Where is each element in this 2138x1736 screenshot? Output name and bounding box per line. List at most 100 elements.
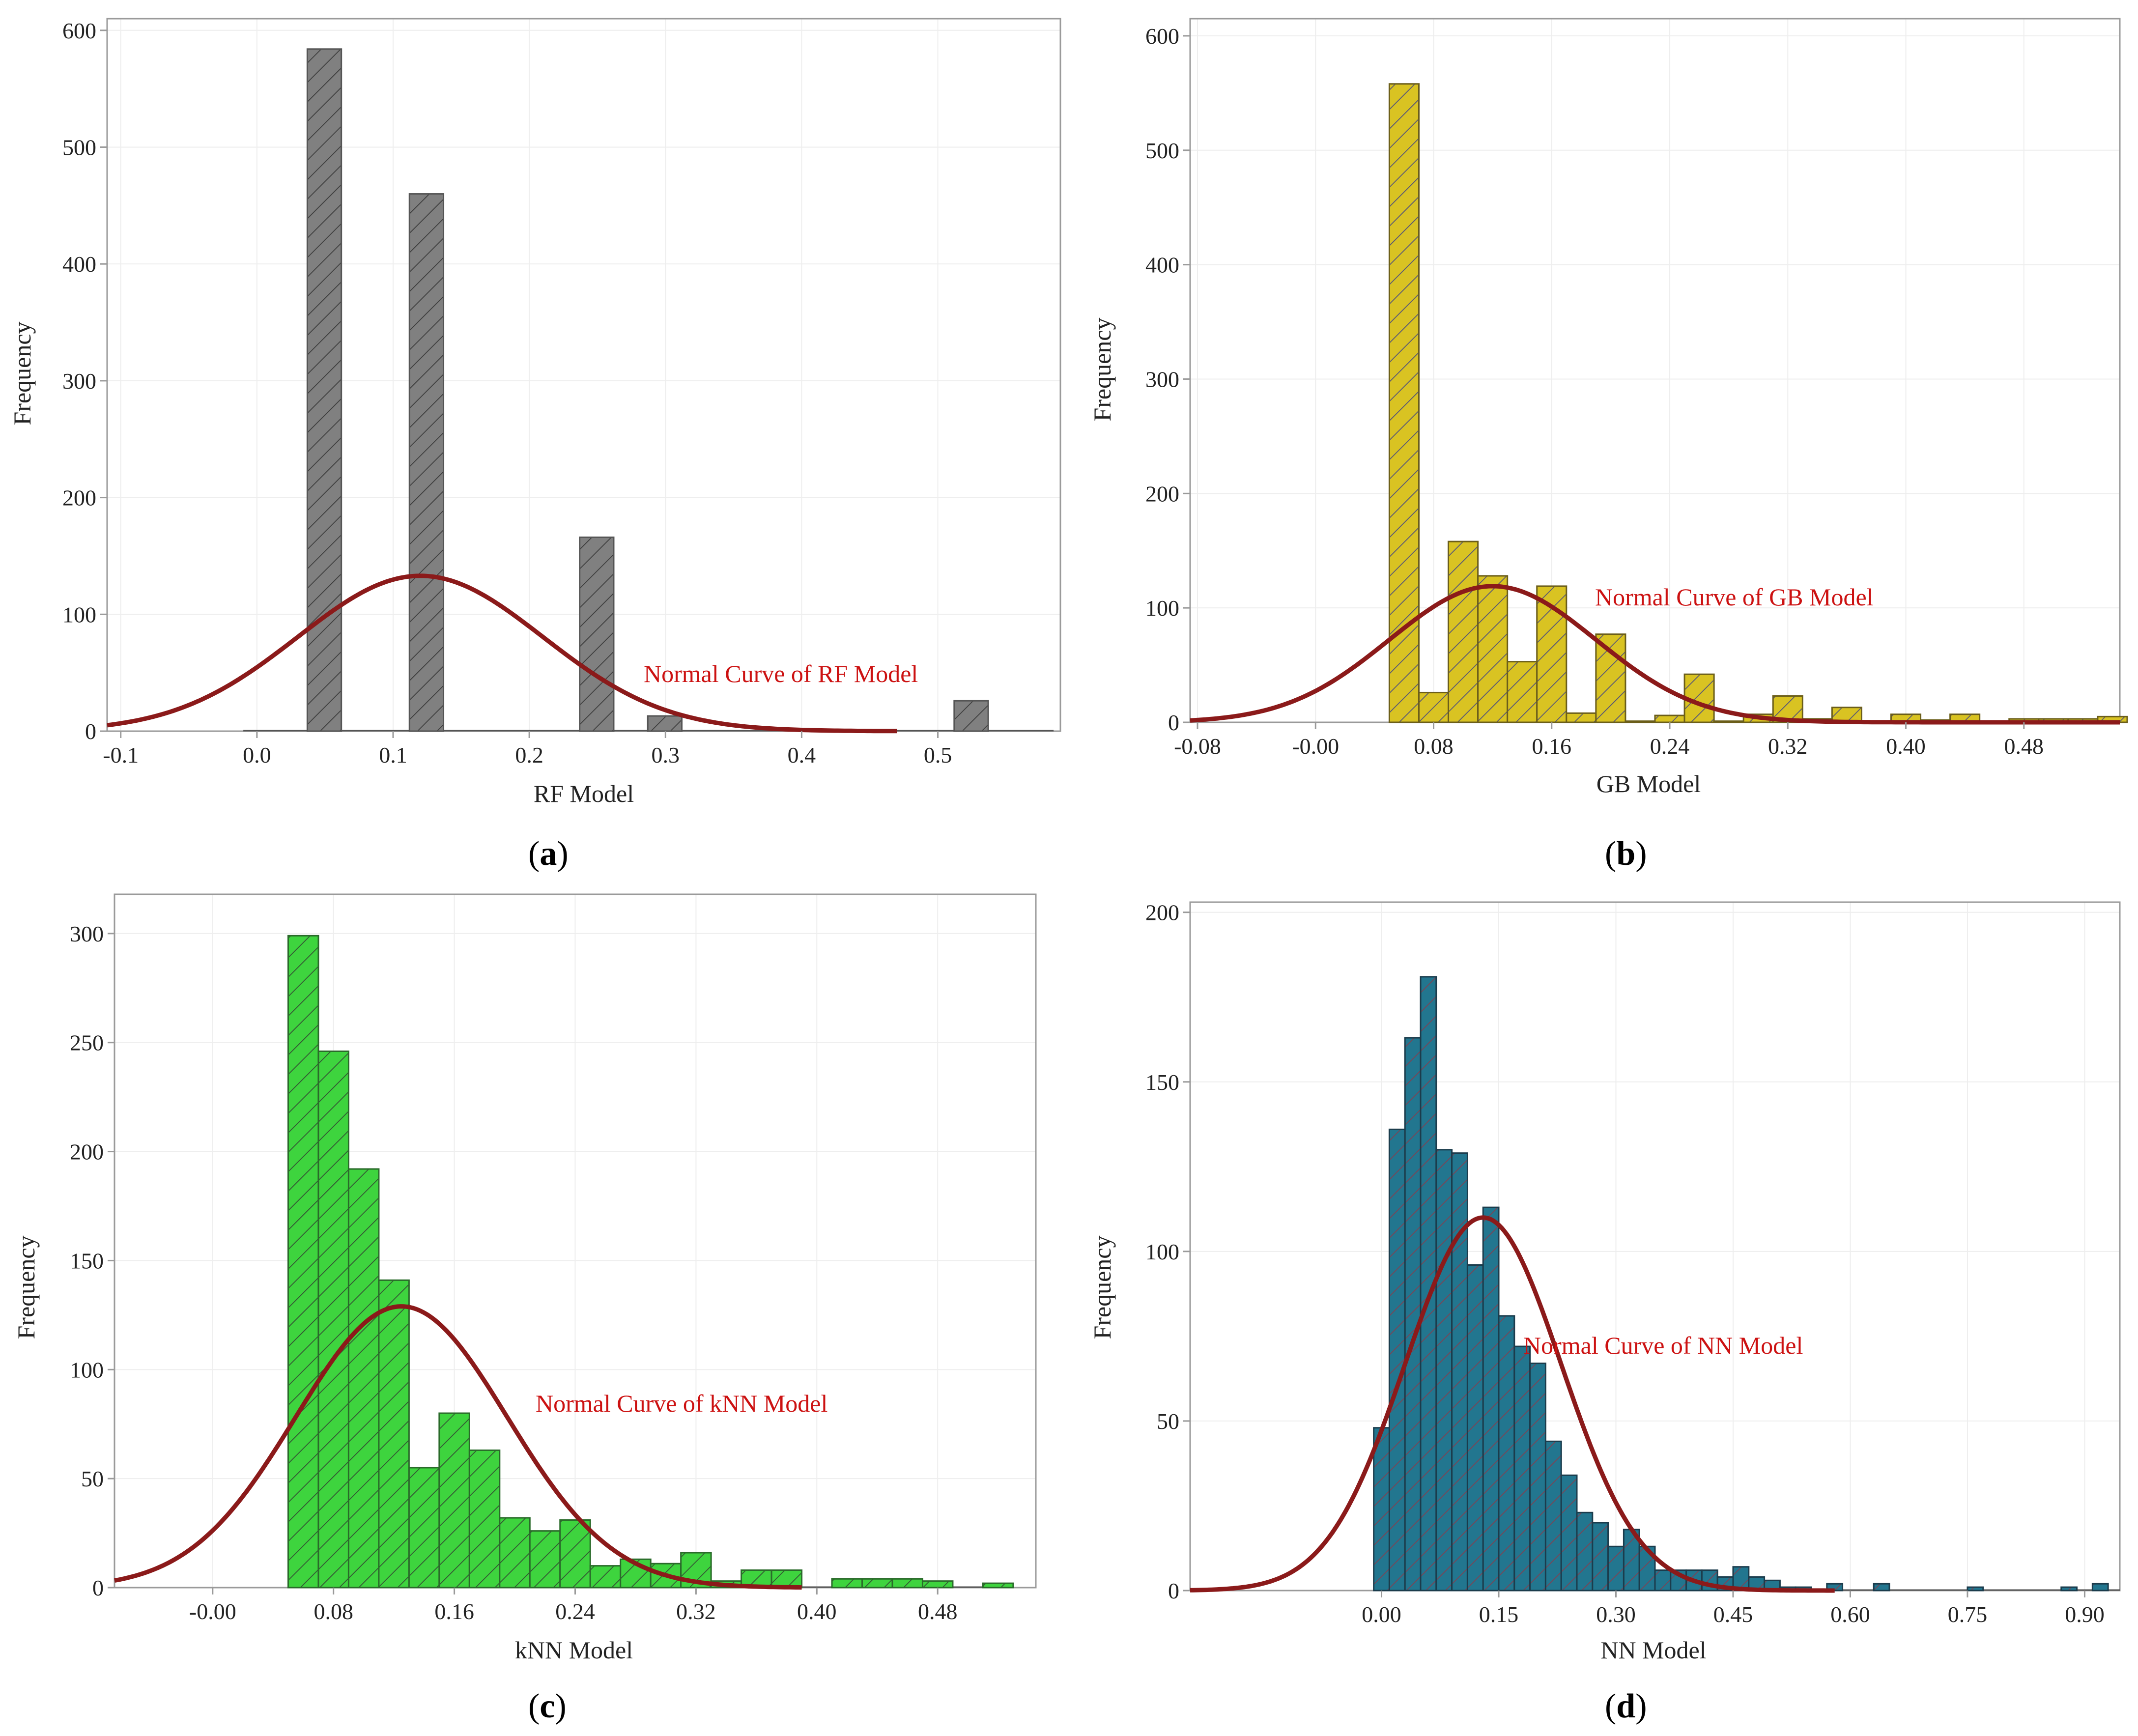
- chart-d-ytick-label-0: 0: [1168, 1578, 1179, 1603]
- chart-b-bar-11: [1713, 720, 1744, 723]
- chart-a-xtick-label-6: 0.5: [924, 742, 952, 768]
- chart-c-xtick-label-2: 0.16: [434, 1599, 474, 1624]
- chart-c-bar-19: [891, 1578, 923, 1589]
- chart-c-ytick-label-0: 0: [92, 1575, 104, 1600]
- chart-d-curve-label: Normal Curve of NN Model: [1523, 1332, 1803, 1359]
- chart-c-bar-16: [770, 1569, 803, 1589]
- chart-d-bar-11: [1544, 1440, 1562, 1592]
- chart-b-ytick-label-2: 200: [1145, 481, 1179, 506]
- chart-d-bar-7: [1482, 1206, 1500, 1592]
- chart-d-bar-6: [1466, 1264, 1484, 1592]
- chart-a-curve-label: Normal Curve of RF Model: [644, 660, 918, 687]
- chart-c-panel-label: (c): [528, 1687, 567, 1725]
- chart-a-xtick-label-1: 0.0: [243, 742, 271, 768]
- chart-c-bar-4: [408, 1467, 440, 1589]
- chart-c-bar-18: [861, 1578, 893, 1589]
- chart-b-bar-0: [1388, 83, 1420, 723]
- chart-d-ylabel: Frequency: [1088, 1235, 1116, 1339]
- chart-d-bar-2: [1404, 1037, 1422, 1592]
- chart-b-xtick-label-6: 0.40: [1886, 734, 1926, 759]
- chart-d-ytick-label-1: 50: [1157, 1409, 1179, 1434]
- chart-c-ylabel: Frequency: [12, 1235, 40, 1339]
- chart-b-bar-1: [1418, 691, 1450, 723]
- chart-b-bar-8: [1625, 720, 1656, 723]
- chart-d-bar-9: [1513, 1345, 1531, 1592]
- chart-d-ytick-label-2: 100: [1145, 1239, 1179, 1264]
- chart-d-xtick-label-3: 0.45: [1713, 1602, 1753, 1627]
- chart-d-ytick-label-3: 150: [1145, 1070, 1179, 1095]
- chart-c-bar-17: [831, 1578, 863, 1589]
- chart-d-xtick-label-5: 0.75: [1948, 1602, 1988, 1627]
- chart-a-ytick-label-6: 600: [62, 18, 96, 43]
- chart-d-bar-31: [2060, 1586, 2078, 1592]
- chart-c-xlabel: kNN Model: [515, 1636, 633, 1664]
- chart-a-xlabel: RF Model: [534, 780, 634, 807]
- chart-b-xtick-label-5: 0.32: [1768, 734, 1808, 759]
- chart-b-xtick-label-3: 0.16: [1532, 734, 1572, 759]
- chart-b-xtick-label-2: 0.08: [1414, 734, 1454, 759]
- chart-d-bar-12: [1560, 1474, 1578, 1592]
- chart-d-bar-5: [1451, 1152, 1468, 1592]
- chart-c-bar-1: [317, 1050, 349, 1589]
- chart-d-xtick-label-2: 0.30: [1596, 1602, 1636, 1627]
- chart-c-ytick-label-1: 50: [81, 1466, 104, 1491]
- chart-d-panel-label: (d): [1605, 1687, 1647, 1725]
- chart-c-ytick-label-2: 100: [70, 1357, 104, 1382]
- chart-c-xtick-label-4: 0.32: [676, 1599, 716, 1624]
- chart-a-ytick-label-2: 200: [62, 485, 96, 511]
- chart-b-ylabel: Frequency: [1088, 317, 1116, 421]
- chart-d-xtick-label-0: 0.00: [1362, 1602, 1401, 1627]
- chart-c-bar-5: [438, 1412, 470, 1589]
- chart-b-ytick-label-6: 600: [1145, 24, 1179, 49]
- chart-d-bar-14: [1592, 1522, 1609, 1592]
- chart-c-ytick-label-3: 150: [70, 1248, 104, 1273]
- chart-a-normal-curve: [107, 573, 897, 734]
- chart-a-ylabel: Frequency: [8, 321, 36, 425]
- chart-d-bar-0: [1373, 1427, 1390, 1592]
- chart-a-xtick-label-4: 0.3: [652, 742, 680, 768]
- chart-d-xtick-label-6: 0.90: [2065, 1602, 2105, 1627]
- chart-c: 0 50 100 150 200 250 300 -0.00 0.08 0.16 0.24 0.32 0…: [12, 893, 1037, 1725]
- chart-c-xtick-label-1: 0.08: [314, 1599, 353, 1624]
- chart-b-xlabel: GB Model: [1596, 770, 1701, 797]
- chart-d-plot-frame: [1189, 901, 2121, 1592]
- chart-c-ytick-label-4: 200: [70, 1139, 104, 1165]
- chart-a-bar-0: [306, 48, 342, 732]
- chart-c-bar-7: [499, 1517, 531, 1589]
- chart-a-xtick-label-0: -0.1: [103, 742, 139, 768]
- chart-d-normal-curve: [1190, 1215, 1835, 1593]
- chart-b-ytick-label-3: 300: [1145, 367, 1179, 392]
- chart-a-bar-3: [647, 715, 683, 732]
- chart-d-ytick-label-4: 200: [1145, 900, 1179, 925]
- chart-a: 0 100 200 300 400 500 600 -0.1 0.0 0.1 0.2 0.3 0.4 0.…: [8, 18, 1061, 873]
- chart-c-bar-6: [468, 1449, 501, 1589]
- chart-b: 0 100 200 300 400 500 600 -0.08 -0.00 0.08 0.16 0.2…: [1088, 18, 2128, 873]
- chart-b-ytick-label-0: 0: [1168, 710, 1179, 735]
- chart-b-plot-frame: [1189, 18, 2121, 723]
- chart-a-xtick-label-5: 0.4: [788, 742, 816, 768]
- chart-b-curve-label: Normal Curve of GB Model: [1595, 583, 1874, 611]
- chart-d-bar-1: [1388, 1128, 1406, 1592]
- chart-b-xtick-label-4: 0.24: [1650, 734, 1690, 759]
- chart-c-bar-8: [529, 1530, 561, 1589]
- chart-c-ytick-label-5: 250: [70, 1030, 104, 1055]
- chart-d-bar-30: [1967, 1586, 1984, 1592]
- chart-a-ytick-label-1: 100: [62, 602, 96, 627]
- chart-d-bar-8: [1498, 1315, 1515, 1592]
- chart-b-bar-2: [1448, 541, 1479, 723]
- chart-b-ytick-label-5: 500: [1145, 138, 1179, 163]
- chart-b-bar-9: [1654, 714, 1685, 723]
- chart-d: 0 50 100 150 200 0.00 0.15 0.30 0.45 0.60 0.75 0.90…: [1088, 900, 2121, 1725]
- chart-d-xlabel: NN Model: [1600, 1636, 1706, 1664]
- chart-d-xtick-label-1: 0.15: [1479, 1602, 1519, 1627]
- chart-b-bar-6: [1566, 712, 1597, 723]
- chart-b-xtick-label-1: -0.00: [1292, 734, 1339, 759]
- chart-c-xtick-label-3: 0.24: [555, 1599, 595, 1624]
- chart-c-ytick-label-6: 300: [70, 921, 104, 946]
- chart-b-bar-7: [1595, 633, 1626, 723]
- chart-b-ytick-label-1: 100: [1145, 596, 1179, 621]
- chart-c-curve-label: Normal Curve of kNN Model: [536, 1390, 827, 1417]
- chart-a-xtick-label-2: 0.1: [379, 742, 407, 768]
- chart-a-bar-1: [408, 193, 445, 732]
